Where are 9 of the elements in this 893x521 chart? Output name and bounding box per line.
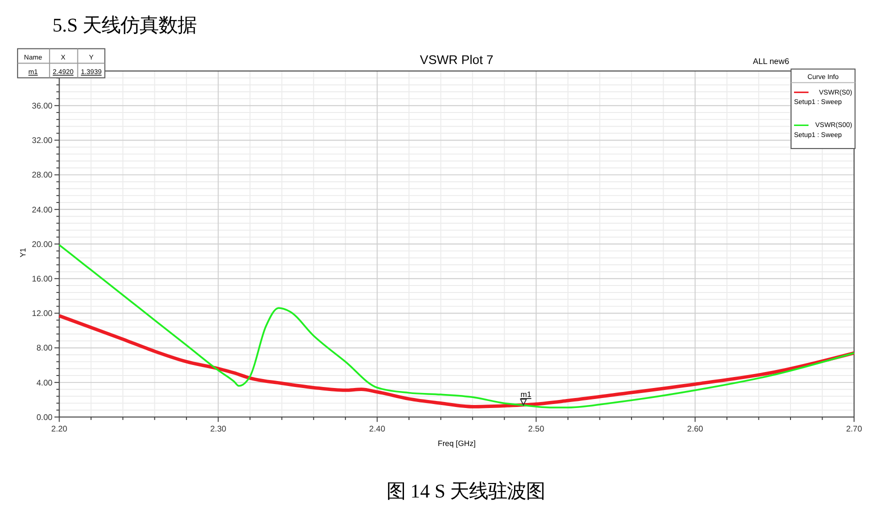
marker-flag: m1 [520,390,532,406]
y-axis-title: Y1 [18,248,28,258]
line-series [58,244,855,408]
x-axis-title: Freq [GHz] [438,439,476,448]
text: 5.S 天线仿真数据 [52,15,197,36]
chart-title: VSWR Plot 7 [420,53,494,68]
annotation: m1 [520,390,532,400]
caption: 图 14 S 天线驻波图 [386,480,546,502]
line-series [58,314,856,408]
